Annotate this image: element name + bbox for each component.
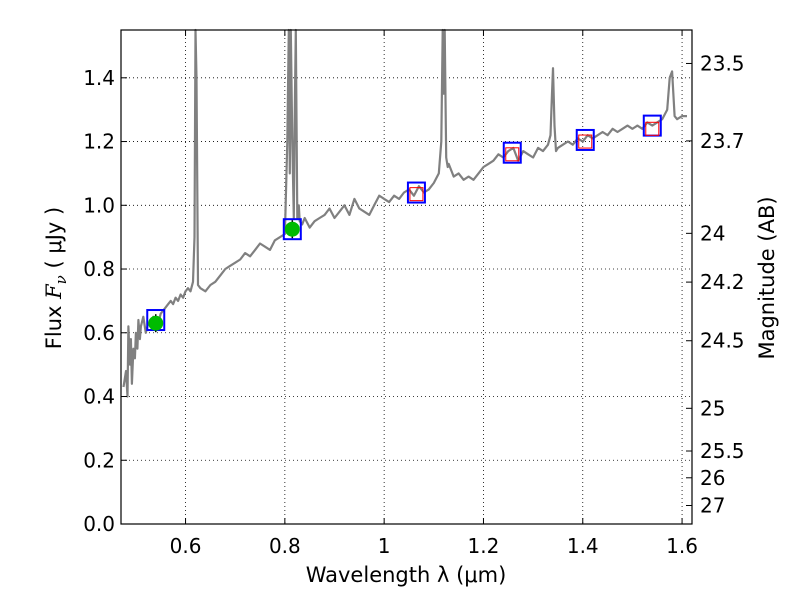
mag-tick-label: 25 [700,396,725,420]
y-tick-label: 0.4 [83,385,115,409]
mag-tick-label: 24.5 [700,329,745,353]
y-tick-label: 1.2 [83,130,115,154]
y-tick-label: 1.0 [83,193,115,217]
y-label-subscript: ν [52,275,70,284]
y-tick-label: 0.8 [83,257,115,281]
y-label-symbol: F [42,283,66,300]
obs-flux-box [578,134,593,149]
model-flux-box [406,181,426,204]
x-tick-label: 1.6 [666,534,698,558]
y-tick-label: 0.0 [83,512,115,536]
mag-tick-label: 24 [700,221,725,245]
y-tick-label: 0.6 [83,321,115,345]
obs-flux-box [505,147,520,162]
obs-flux-point [148,315,164,331]
y-axis-label-left: Flux Fν ( μJy ) [42,207,70,349]
mag-tick-label: 23.7 [700,129,745,153]
model-flux-box [575,128,595,151]
x-axis-label: Wavelength λ (μm) [306,563,507,587]
mag-tick-label: 23.5 [700,51,745,75]
grid [121,30,692,525]
x-tick-label: 1.4 [567,534,599,558]
y-axis-right: 23.5 23.7 24 24.2 24.5 25 25.5 26 27 [686,51,745,518]
x-tick-label: 1 [378,534,391,558]
mag-tick-label: 25.5 [700,439,745,463]
x-tick-label: 0.6 [170,534,202,558]
x-tick-label: 0.8 [269,534,301,558]
mag-tick-label: 24.2 [700,270,745,294]
y-label-units: ( μJy ) [42,207,66,275]
model-flux-box [282,218,302,241]
photometry-series [146,114,662,333]
spectrum-line [122,28,687,398]
plot-frame [120,29,693,525]
y-tick-label: 0.2 [83,448,115,472]
mag-tick-label: 26 [700,466,725,490]
x-tick-label: 1.2 [468,534,500,558]
obs-flux-box [409,187,424,202]
y-axis-label-right: Magnitude (AB) [755,196,779,359]
x-axis: 0.6 0.8 1 1.2 1.4 1.6 [170,30,698,558]
mag-tick-label: 27 [700,494,725,518]
spectrum-series [122,28,687,398]
model-flux-box [502,141,522,164]
y-tick-label: 1.4 [83,66,115,90]
obs-flux-point [284,221,300,237]
obs-flux-box [645,121,660,136]
y-label-prefix: Flux [42,299,66,349]
y-axis-left: 0.0 0.2 0.4 0.6 0.8 1.0 1.2 1.4 [83,66,127,536]
